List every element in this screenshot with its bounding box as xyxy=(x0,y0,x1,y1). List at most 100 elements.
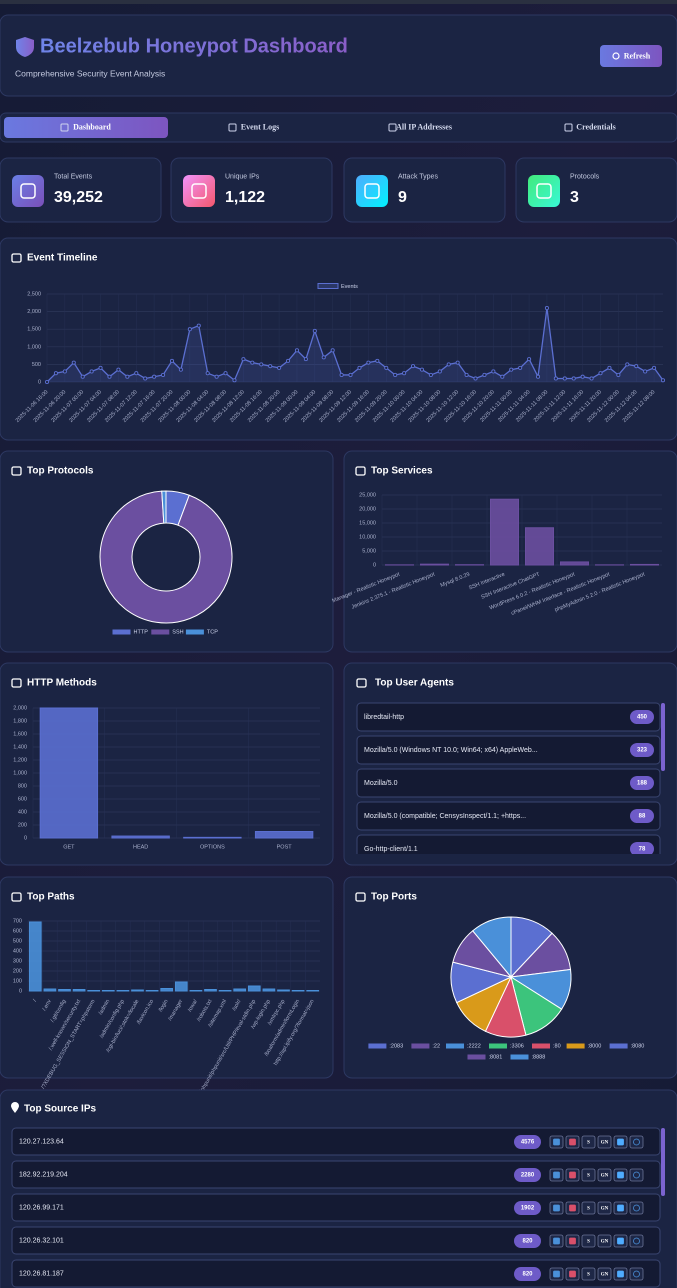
count-badge xyxy=(630,776,654,790)
action-button[interactable] xyxy=(629,1168,644,1182)
ip-count: 820 xyxy=(522,1239,533,1245)
legend-label: :2083 xyxy=(389,1043,403,1049)
action-button[interactable] xyxy=(581,1201,596,1215)
action-icon xyxy=(569,1171,576,1179)
y-tick-label: 500 xyxy=(32,362,41,368)
bar xyxy=(43,988,57,992)
action-button[interactable] xyxy=(629,1135,644,1149)
point xyxy=(277,365,282,370)
bar xyxy=(28,921,42,992)
point xyxy=(428,372,433,378)
point xyxy=(98,365,103,370)
action-button[interactable] xyxy=(597,1135,612,1149)
nav-tab: Event Logs xyxy=(241,122,279,131)
ip-text: 182.92.219.204 xyxy=(19,1171,68,1178)
point xyxy=(143,376,148,381)
y-tick-label: 2,000 xyxy=(13,705,27,711)
point xyxy=(303,357,308,362)
legend-label: HTTP xyxy=(134,629,149,635)
bar xyxy=(87,990,101,992)
refresh-label: Refresh xyxy=(624,51,651,60)
ip-row xyxy=(11,1160,661,1189)
action-button[interactable] xyxy=(597,1168,612,1182)
bar xyxy=(233,988,247,992)
ua-row xyxy=(356,834,661,854)
scrollbar xyxy=(661,1128,665,1196)
legend-swatch xyxy=(609,1043,628,1049)
ip-text: 120.27.123.64 xyxy=(19,1138,64,1145)
action-icon xyxy=(617,1270,624,1278)
action-button[interactable] xyxy=(597,1234,612,1248)
ip-text: 120.26.81.187 xyxy=(19,1270,64,1277)
point xyxy=(53,371,58,376)
stat-value: 39,252 xyxy=(54,189,103,206)
stat-icon-glyph xyxy=(364,183,380,199)
card xyxy=(0,14,677,97)
count-badge xyxy=(514,1135,541,1149)
x-tick-label: OPTIONS xyxy=(200,844,225,850)
x-tick-label: GET xyxy=(63,844,75,850)
bar xyxy=(277,989,290,992)
action-button[interactable] xyxy=(629,1201,644,1215)
stat-value: 3 xyxy=(570,189,579,206)
point xyxy=(89,369,94,374)
action-button[interactable] xyxy=(629,1267,644,1281)
y-tick-label: 1,000 xyxy=(13,770,27,776)
y-tick-label: 800 xyxy=(18,783,27,789)
nav-tab: Credentials xyxy=(576,122,615,131)
point xyxy=(107,374,112,379)
bar xyxy=(111,835,170,839)
y-tick-label: 1,500 xyxy=(27,327,41,333)
action-label: S xyxy=(587,1239,590,1244)
ua-text: Mozilla/5.0 xyxy=(364,780,398,787)
action-icon xyxy=(569,1270,576,1278)
y-tick-label: 400 xyxy=(13,948,22,954)
point xyxy=(643,369,648,374)
section-icon xyxy=(11,892,22,902)
action-icon xyxy=(569,1204,576,1212)
bar xyxy=(630,563,659,566)
point xyxy=(161,372,166,378)
x-tick-label: /login xyxy=(158,999,170,1013)
action-button[interactable] xyxy=(581,1135,596,1149)
ua-text: libredtail-http xyxy=(364,714,404,721)
logo-shield xyxy=(16,37,34,57)
nav-active[interactable] xyxy=(4,117,168,138)
section-icon xyxy=(11,253,22,263)
point xyxy=(571,376,576,381)
nav-icon xyxy=(388,123,397,132)
y-tick-label: 100 xyxy=(13,978,22,984)
point xyxy=(330,348,335,353)
action-icon xyxy=(553,1270,560,1278)
legend-swatch xyxy=(566,1043,585,1049)
card xyxy=(0,1089,677,1288)
bar xyxy=(116,990,130,992)
stat-label: Unique IPs xyxy=(225,173,260,180)
section-icon xyxy=(11,678,22,688)
y-tick-label: 1,600 xyxy=(13,731,27,737)
ua-count: 88 xyxy=(639,814,646,820)
point xyxy=(580,374,585,379)
action-button[interactable] xyxy=(597,1201,612,1215)
action-button[interactable] xyxy=(629,1234,644,1248)
count-badge xyxy=(514,1267,541,1281)
action-button[interactable] xyxy=(581,1168,596,1182)
refresh-button[interactable] xyxy=(600,45,662,67)
section-icon xyxy=(11,1102,19,1113)
point xyxy=(312,328,317,334)
action-button[interactable] xyxy=(597,1267,612,1281)
stat-value: 1,122 xyxy=(225,189,265,206)
point xyxy=(375,358,380,363)
action-label: GN xyxy=(601,1206,609,1211)
action-button[interactable] xyxy=(581,1267,596,1281)
action-button[interactable] xyxy=(581,1234,596,1248)
action-icon xyxy=(617,1138,624,1146)
y-tick-label: 1,400 xyxy=(13,744,27,750)
bar xyxy=(145,990,159,992)
refresh-icon xyxy=(612,52,620,60)
point xyxy=(464,372,469,378)
point xyxy=(473,376,478,381)
point xyxy=(250,360,255,365)
legend-label: :8081 xyxy=(489,1054,503,1060)
